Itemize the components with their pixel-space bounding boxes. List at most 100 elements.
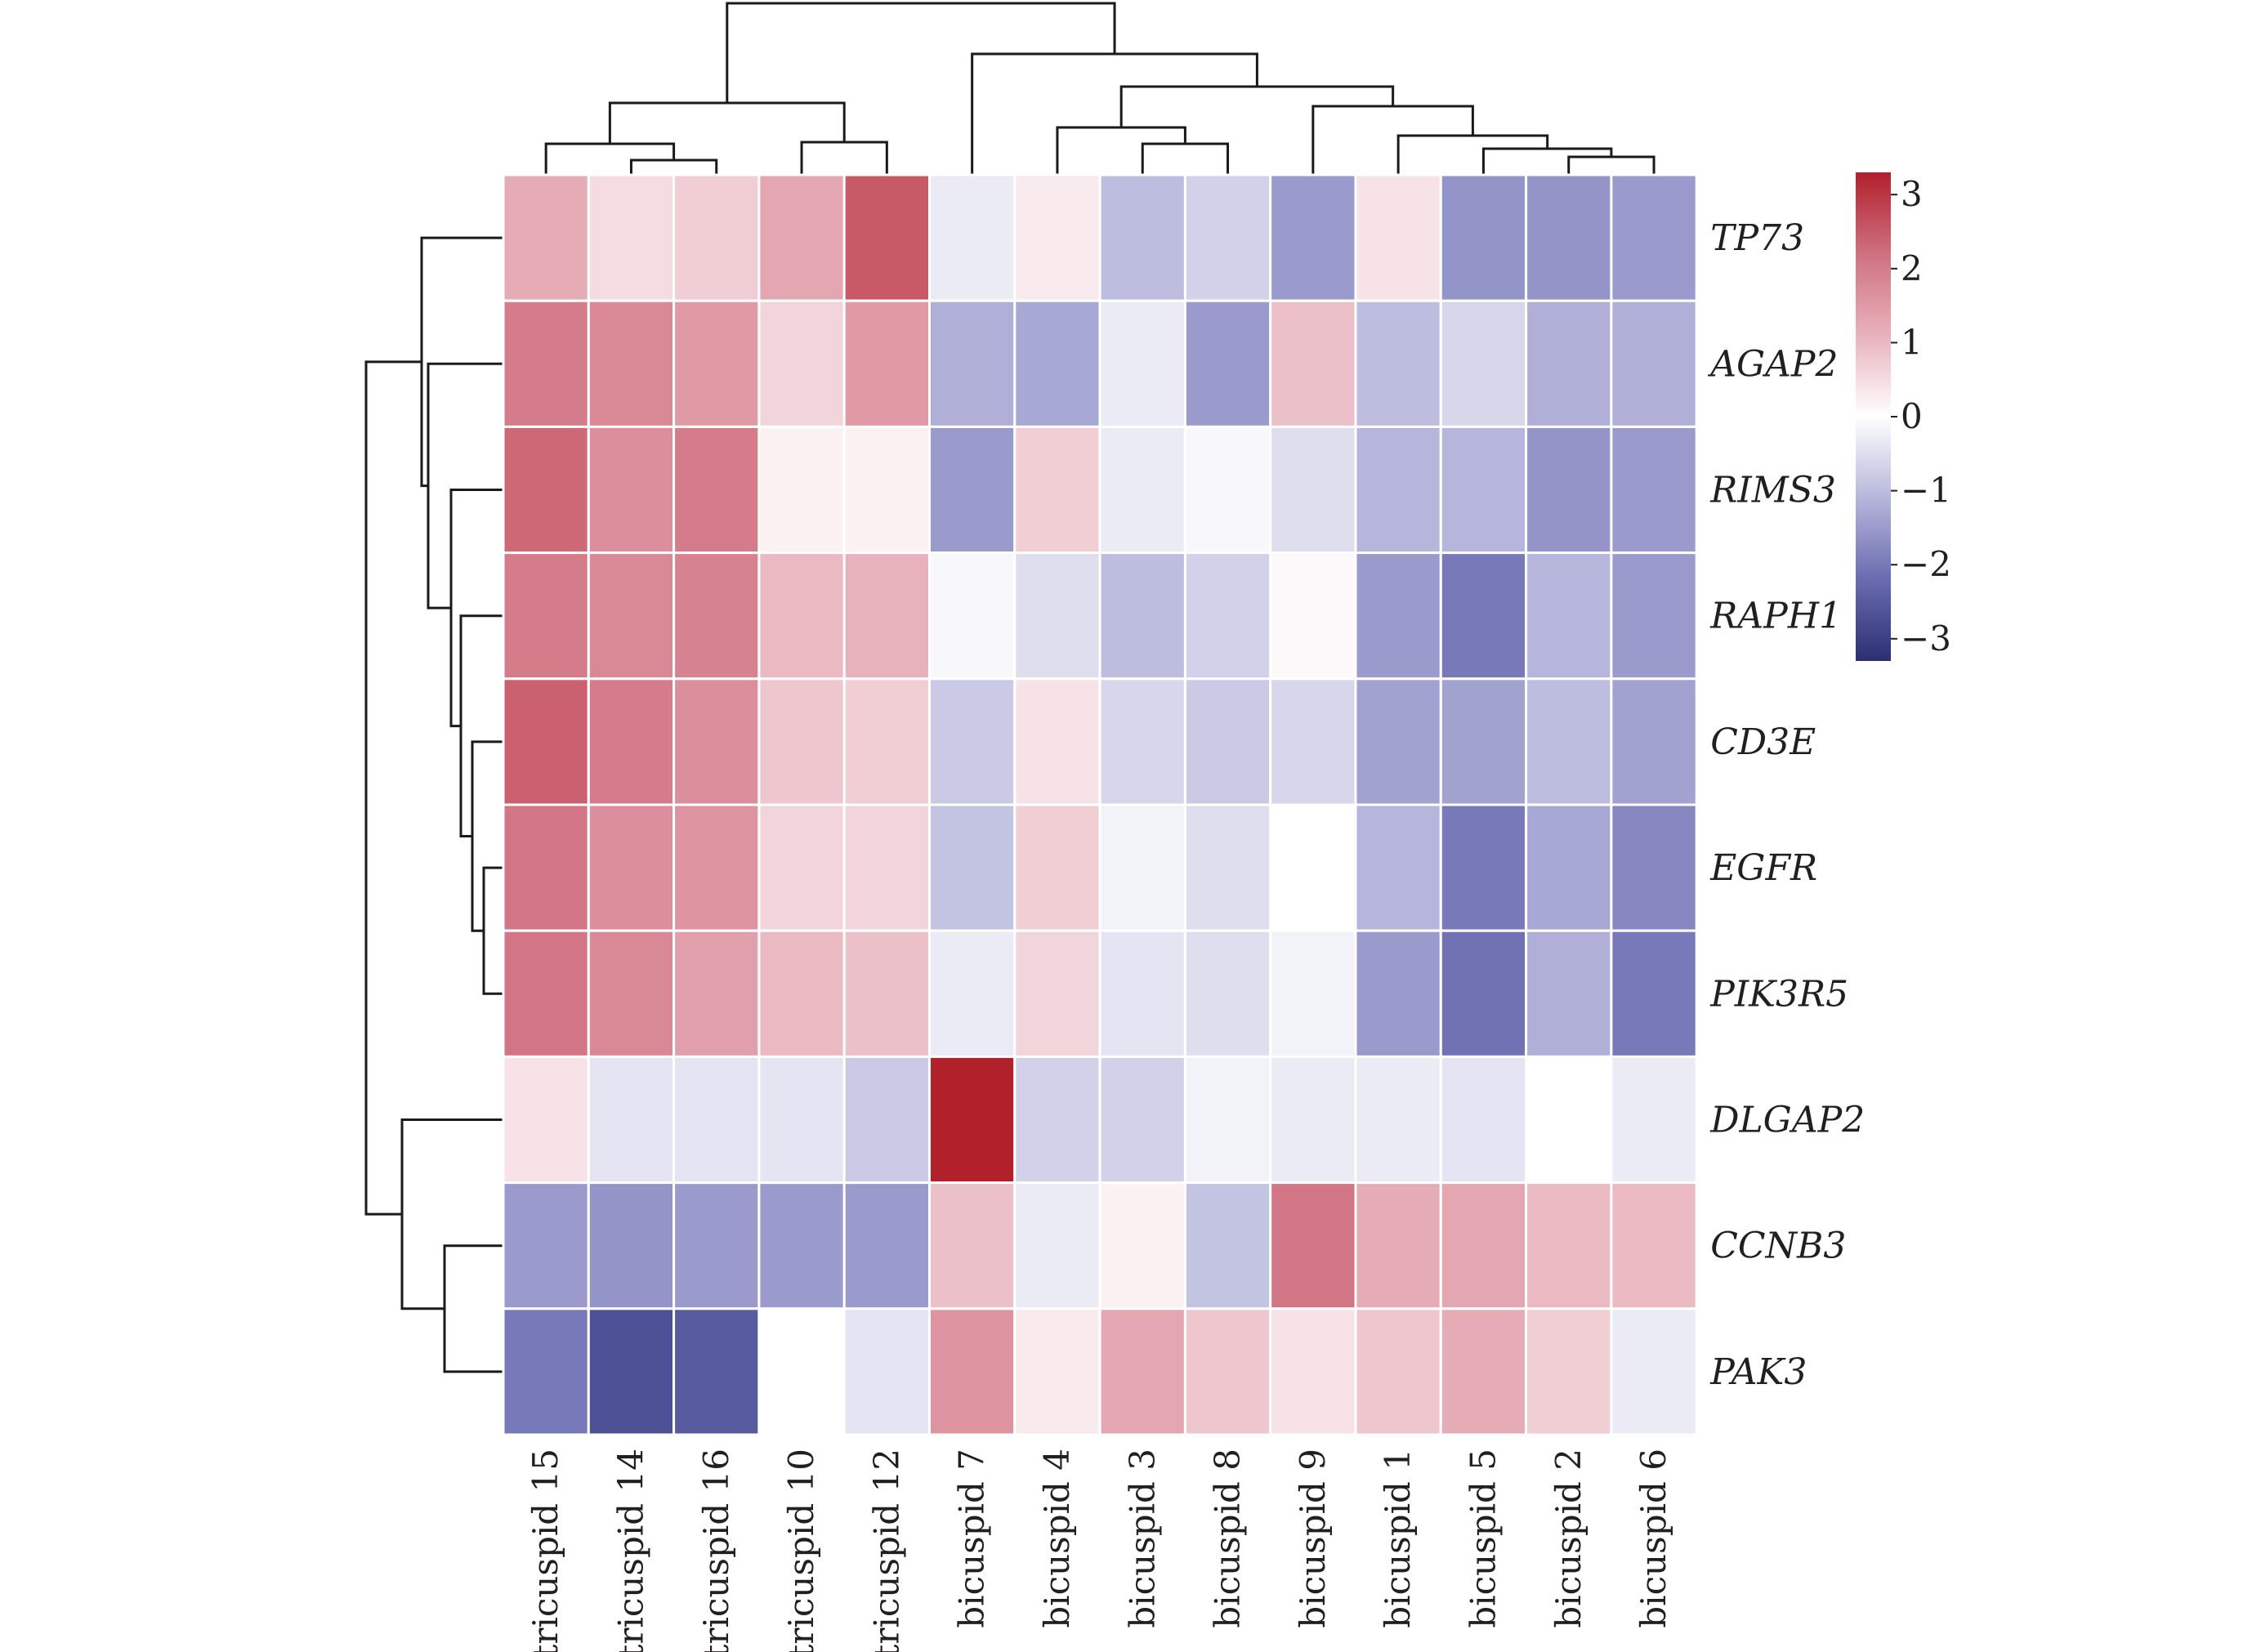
column-label: bicuspid 9 [1293,1449,1333,1628]
colorbar-tick-label: 1 [1901,322,1923,362]
heatmap-cell [1525,299,1613,428]
heatmap-cell [1610,173,1698,302]
heatmap-cell [757,803,846,932]
column-label: bicuspid 6 [1633,1449,1673,1628]
heatmap-cell [1525,1307,1613,1436]
dendrogram-link [400,1118,503,1310]
heatmap-cell [587,1181,676,1310]
heatmap-cell [1098,173,1186,302]
row-label: CD3E [1710,721,1816,763]
heatmap-cell [587,425,676,555]
heatmap-cell [1013,677,1101,806]
heatmap-cell [1525,929,1613,1058]
heatmap-cell [1439,803,1528,932]
heatmap-cell [672,1307,761,1436]
heatmap-cell [502,677,590,806]
colorbar-tick-label: 3 [1901,174,1923,214]
heatmap-cell [842,425,931,555]
heatmap-cell [1269,173,1357,302]
heatmap-cell [1183,929,1272,1058]
column-label: bicuspid 4 [1037,1449,1077,1628]
heatmap-cell [928,299,1017,428]
dendrogram-link [364,360,422,1216]
dendrogram-link [1481,147,1613,175]
dendrogram-link [1056,126,1186,175]
dendrogram-link [482,866,503,995]
dendrogram-link [1396,134,1549,175]
heatmap-cell [672,1181,761,1310]
heatmap-cell [928,1307,1017,1436]
heatmap-cell [1013,425,1101,555]
heatmap-cell [587,1307,676,1436]
heatmap-cell [502,299,590,428]
colorbar-scale [1856,172,1891,661]
heatmap-cell [672,551,761,681]
heatmap-cell [842,1307,931,1436]
dendrogram-link [726,2,1116,103]
heatmap-cell [1013,803,1101,932]
column-label: tricuspid 10 [781,1449,821,1652]
heatmap-cell [1610,551,1698,681]
heatmap-cell [587,1055,676,1185]
dendrogram-link [629,159,718,175]
heatmap-cell [1439,551,1528,681]
heatmap-cell [1098,551,1186,681]
colorbar-tick-label: −1 [1901,471,1951,511]
heatmap-cell [1610,299,1698,428]
heatmap-cell [1013,299,1101,428]
heatmap-cell [1098,803,1186,932]
heatmap-cell [1439,1055,1528,1185]
dendrogram-link [449,489,503,728]
heatmap-cell [1354,425,1442,555]
heatmap-cell [1439,299,1528,428]
heatmap-cell [928,1181,1017,1310]
heatmap-cell [502,1055,590,1185]
heatmap-cell [842,929,931,1058]
heatmap-cell [1610,803,1698,932]
column-dendrogram [544,2,1655,175]
heatmap-cell [1183,425,1272,555]
heatmap-cell [1525,1181,1613,1310]
row-label: CCNB3 [1710,1226,1846,1267]
heatmap-cell [502,425,590,555]
heatmap-cell [1354,803,1442,932]
row-labels: TP73 AGAP2 RIMS3 RAPH1 CD3E EGFR PIK3R5 DLGAP2 C… [1707,217,1865,1393]
heatmap-cell [1269,551,1357,681]
dendrogram-link [608,101,846,144]
heatmap-cell [1013,929,1101,1058]
heatmap-cell [1525,173,1613,302]
column-label: bicuspid 5 [1463,1449,1503,1628]
dendrogram-link [1567,155,1655,175]
heatmap-cell [757,551,846,681]
heatmap-cell [587,677,676,806]
column-label: bicuspid 2 [1548,1449,1588,1628]
heatmap-cell [1183,173,1272,302]
row-label: TP73 [1710,217,1804,259]
heatmap-cell [1098,1055,1186,1185]
heatmap-cell [587,803,676,932]
heatmap-cell [1013,1181,1101,1310]
heatmap-cell [757,299,846,428]
column-label: bicuspid 7 [952,1449,992,1628]
heatmap-cell [757,1055,846,1185]
heatmap-cell [502,929,590,1058]
dendrogram-link [420,236,503,488]
colorbar-tick-label: 2 [1901,248,1923,288]
heatmap-cell [1098,425,1186,555]
heatmap-cell [1610,425,1698,555]
column-label: bicuspid 1 [1378,1449,1418,1628]
heatmap-cell [1269,929,1357,1058]
dendrogram-link [1141,142,1230,175]
heatmap-cell [1183,803,1272,932]
heatmap-cell [1354,1181,1442,1310]
heatmap-cell [672,929,761,1058]
heatmap-cell [757,425,846,555]
heatmap-cell [1354,1307,1442,1436]
heatmap-cell [502,551,590,681]
heatmap-cell [757,1181,846,1310]
heatmap-cell [1183,1181,1272,1310]
column-label: tricuspid 16 [696,1449,736,1652]
heatmap-cell [928,677,1017,806]
row-label: AGAP2 [1707,343,1838,385]
heatmap-cell [1269,1307,1357,1436]
